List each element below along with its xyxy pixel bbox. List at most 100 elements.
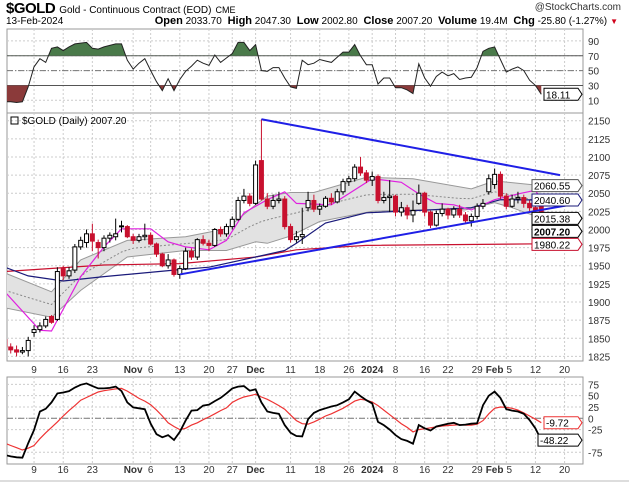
price-value-label: 2060.55	[534, 182, 571, 193]
candle	[258, 119, 264, 201]
candle	[323, 196, 329, 208]
candle	[19, 346, 25, 355]
x-tick-label-bottom: 22	[442, 465, 454, 476]
x-tick-label-top: 6	[148, 365, 154, 376]
candle	[43, 316, 49, 329]
candle	[7, 339, 8, 348]
candle-body	[462, 214, 468, 222]
candle-body	[165, 259, 171, 267]
candle-body	[497, 173, 503, 197]
brand-link[interactable]: @StockCharts.com	[534, 2, 621, 13]
candle	[235, 196, 241, 221]
candle	[107, 232, 113, 243]
high-value: 2047.30	[254, 16, 291, 27]
candle-body	[258, 160, 264, 200]
price-tick-label: 2000	[588, 225, 611, 236]
candle	[206, 239, 212, 252]
candle	[78, 236, 84, 250]
candle	[375, 174, 381, 204]
quote-date: 13-Feb-2024	[6, 16, 64, 27]
rsi-last-value-box	[543, 87, 583, 101]
x-tick-label-bottom: 26	[343, 465, 355, 476]
candle	[474, 203, 480, 220]
osc-tick-label: 0	[588, 414, 594, 425]
candle-body	[323, 197, 329, 207]
candle	[346, 175, 352, 186]
price-value-label: 2015.38	[534, 214, 571, 225]
low-label: Low	[296, 15, 319, 27]
candle-body	[25, 339, 31, 352]
candle	[66, 267, 72, 279]
candle	[101, 235, 107, 252]
osc-signal-value-box	[543, 416, 583, 430]
candle	[311, 194, 317, 213]
title-row: $GOLD Gold - Continuous Contract (EOD) C…	[6, 0, 235, 17]
x-tick-label-top: 20	[559, 365, 571, 376]
x-tick-label-bottom: 18	[314, 465, 326, 476]
x-tick-label-top: 8	[393, 365, 399, 376]
volume-value: 19.4M	[479, 16, 508, 27]
candle	[113, 218, 119, 241]
price-value-label-box	[531, 179, 583, 193]
candle-body	[445, 208, 451, 216]
rsi-tick-label: 70	[588, 52, 600, 63]
candle	[200, 235, 206, 246]
osc-signal-value: -9.72	[546, 419, 569, 430]
candle	[119, 220, 124, 233]
price-tick-label: 2150	[588, 117, 611, 128]
candle-body	[317, 205, 323, 210]
candle-body	[264, 198, 270, 207]
candle	[60, 265, 66, 281]
candle	[25, 336, 31, 357]
ema-line	[7, 178, 542, 332]
candle-body	[311, 199, 317, 210]
candle-body	[113, 233, 119, 238]
candle	[439, 203, 445, 217]
candle-body	[515, 197, 521, 200]
trendline-lower	[179, 202, 579, 276]
price-tick-label: 1850	[588, 334, 611, 345]
candle-body	[451, 208, 457, 216]
candle-body	[375, 176, 381, 201]
candle	[212, 228, 218, 247]
osc-tick-label: -25	[588, 426, 603, 437]
candle-body	[433, 213, 439, 226]
x-tick-label-bottom: 20	[559, 465, 571, 476]
price-value-label-box	[531, 193, 583, 207]
price-panel-label: $GOLD (Daily) 2007.20	[22, 116, 127, 127]
change-label: Chg	[513, 15, 535, 27]
candle-body	[253, 164, 259, 204]
candle	[433, 210, 439, 227]
candle	[282, 196, 288, 230]
candle-body	[136, 236, 142, 241]
candle	[241, 188, 247, 204]
x-tick-label-bottom: 23	[87, 465, 99, 476]
x-tick-label-bottom: 29	[472, 465, 484, 476]
candle	[317, 203, 323, 215]
candle	[381, 191, 387, 204]
price-value-label: 2007.20	[534, 227, 571, 238]
candle-body	[422, 192, 428, 213]
candle	[503, 193, 509, 210]
price-value-label-box	[531, 224, 583, 238]
x-tick-label-bottom: 27	[227, 465, 239, 476]
x-tick-label-top: Nov	[124, 365, 143, 376]
candle	[521, 194, 527, 208]
candle-body	[60, 268, 66, 277]
x-tick-label-top: 16	[58, 365, 70, 376]
candle-body	[509, 198, 515, 207]
x-tick-label-top: 29	[472, 365, 484, 376]
candle	[352, 164, 358, 182]
candle	[363, 170, 369, 184]
candle-body	[340, 181, 346, 193]
candle-body	[235, 199, 241, 220]
rsi-group	[7, 41, 542, 104]
osc-panel-frame	[6, 376, 584, 465]
candle-body	[31, 329, 37, 333]
candle	[253, 160, 259, 205]
osc-signal-line	[7, 387, 542, 451]
candle-body	[171, 259, 177, 275]
chart-style-icon	[10, 116, 19, 125]
candle	[124, 225, 130, 239]
